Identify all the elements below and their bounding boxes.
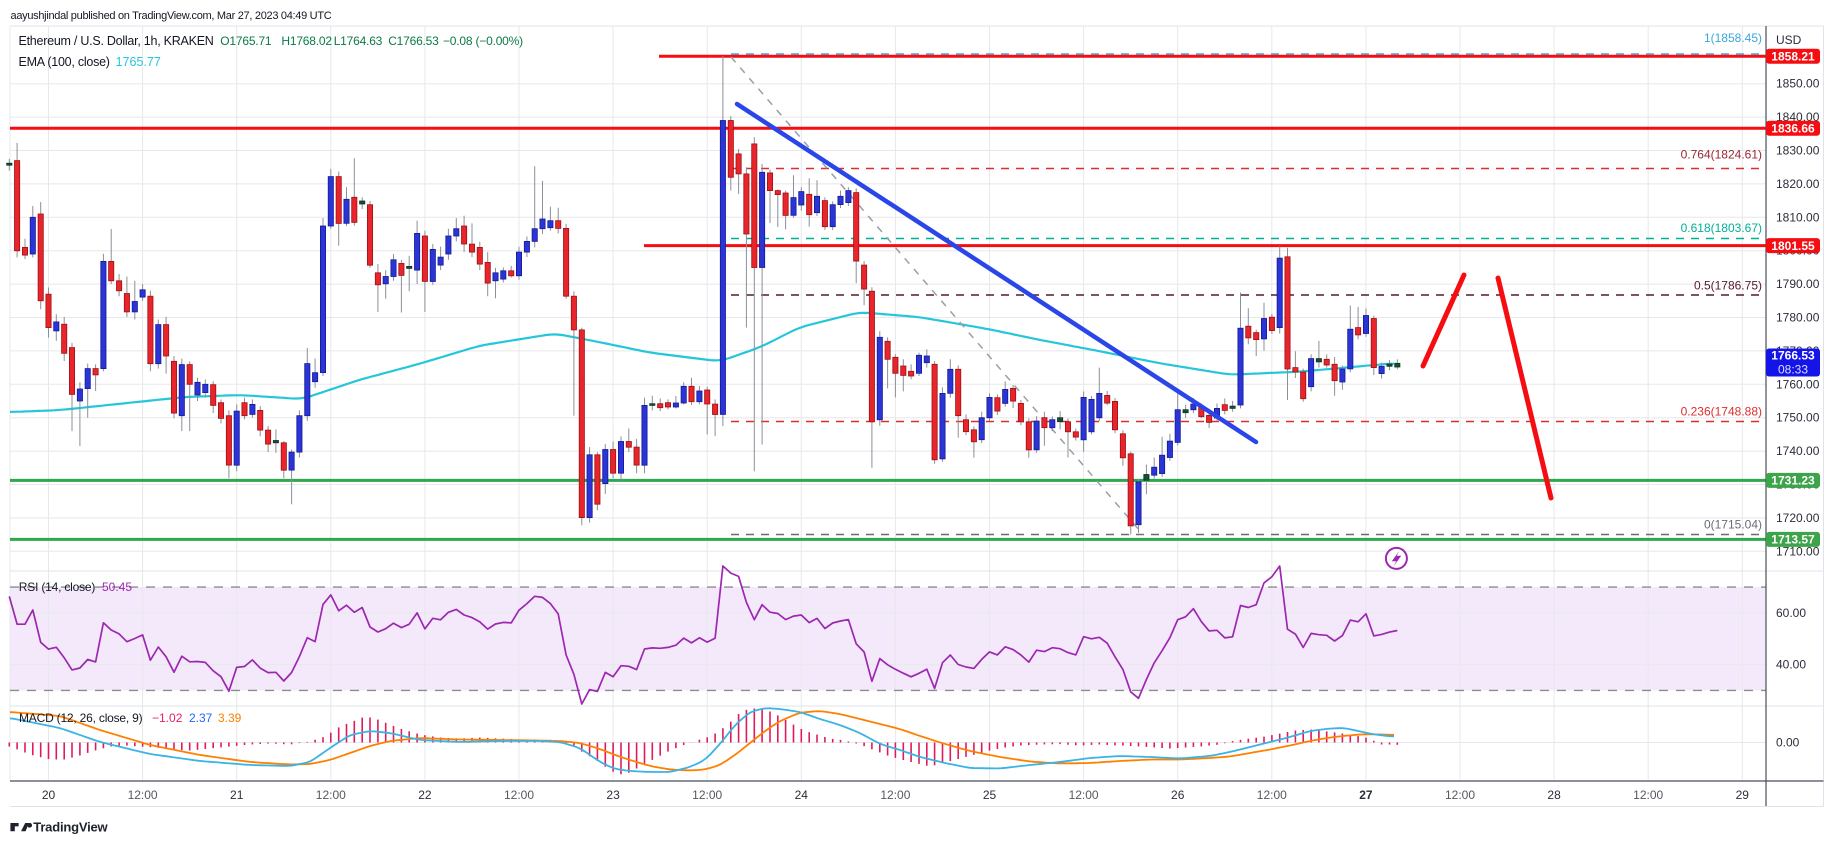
svg-text:0.764(1824.61): 0.764(1824.61) — [1681, 148, 1762, 162]
svg-text:1850.00: 1850.00 — [1776, 77, 1820, 91]
svg-text:12:00: 12:00 — [1633, 788, 1663, 802]
svg-text:1760.00: 1760.00 — [1776, 377, 1820, 391]
svg-text:25: 25 — [983, 788, 997, 802]
svg-text:−0.08 (−0.00%): −0.08 (−0.00%) — [443, 34, 523, 48]
svg-text:TradingView: TradingView — [33, 820, 108, 835]
svg-text:1740.00: 1740.00 — [1776, 444, 1820, 458]
svg-text:27: 27 — [1359, 788, 1373, 802]
svg-text:L1764.63: L1764.63 — [334, 34, 383, 48]
svg-text:1731.23: 1731.23 — [1771, 474, 1815, 488]
svg-text:12:00: 12:00 — [1069, 788, 1099, 802]
svg-text:28: 28 — [1547, 788, 1561, 802]
svg-text:−1.02: −1.02 — [152, 711, 183, 725]
svg-text:Ethereum / U.S. Dollar, 1h, KR: Ethereum / U.S. Dollar, 1h, KRAKEN — [19, 34, 214, 48]
svg-text:50.45: 50.45 — [102, 580, 132, 594]
svg-text:20: 20 — [42, 788, 56, 802]
svg-text:0.618(1803.67): 0.618(1803.67) — [1681, 221, 1762, 235]
svg-text:1713.57: 1713.57 — [1771, 533, 1815, 547]
svg-text:aayushjindal published on Trad: aayushjindal published on TradingView.co… — [11, 10, 332, 22]
svg-text:1858.21: 1858.21 — [1771, 50, 1815, 64]
svg-text:12:00: 12:00 — [1257, 788, 1287, 802]
svg-text:1766.53: 1766.53 — [1771, 349, 1815, 363]
svg-text:0.00: 0.00 — [1776, 736, 1800, 750]
svg-text:1710.00: 1710.00 — [1776, 544, 1820, 558]
svg-text:08:33: 08:33 — [1778, 363, 1808, 377]
svg-text:0.236(1748.88): 0.236(1748.88) — [1681, 405, 1762, 419]
svg-text:1836.66: 1836.66 — [1771, 122, 1815, 136]
svg-text:H1768.02: H1768.02 — [281, 34, 332, 48]
svg-text:29: 29 — [1736, 788, 1750, 802]
svg-text:1790.00: 1790.00 — [1776, 277, 1820, 291]
svg-text:EMA (100, close): EMA (100, close) — [19, 55, 110, 69]
svg-text:40.00: 40.00 — [1776, 658, 1806, 672]
svg-text:1820.00: 1820.00 — [1776, 177, 1820, 191]
svg-text:1750.00: 1750.00 — [1776, 411, 1820, 425]
svg-text:0.5(1786.75): 0.5(1786.75) — [1694, 279, 1762, 293]
svg-text:26: 26 — [1171, 788, 1185, 802]
svg-text:1765.77: 1765.77 — [116, 55, 161, 69]
svg-text:O1765.71: O1765.71 — [220, 34, 272, 48]
svg-text:C1766.53: C1766.53 — [388, 34, 439, 48]
svg-text:23: 23 — [606, 788, 620, 802]
svg-text:1830.00: 1830.00 — [1776, 144, 1820, 158]
svg-text:1720.00: 1720.00 — [1776, 511, 1820, 525]
svg-text:60.00: 60.00 — [1776, 606, 1806, 620]
svg-text:USD: USD — [1776, 33, 1802, 47]
svg-text:12:00: 12:00 — [128, 788, 158, 802]
svg-text:1840.00: 1840.00 — [1776, 110, 1820, 124]
svg-text:21: 21 — [230, 788, 244, 802]
svg-text:12:00: 12:00 — [316, 788, 346, 802]
svg-text:12:00: 12:00 — [692, 788, 722, 802]
svg-text:RSI (14, close): RSI (14, close) — [19, 580, 96, 594]
svg-text:0(1715.04): 0(1715.04) — [1704, 517, 1762, 531]
svg-text:12:00: 12:00 — [504, 788, 534, 802]
svg-text:12:00: 12:00 — [880, 788, 910, 802]
svg-text:MACD (12, 26, close, 9): MACD (12, 26, close, 9) — [19, 711, 143, 725]
svg-text:1810.00: 1810.00 — [1776, 210, 1820, 224]
svg-text:12:00: 12:00 — [1445, 788, 1475, 802]
svg-text:22: 22 — [418, 788, 432, 802]
svg-text:2.37: 2.37 — [189, 711, 213, 725]
svg-text:1801.55: 1801.55 — [1771, 239, 1815, 253]
svg-text:24: 24 — [795, 788, 809, 802]
svg-text:1(1858.45): 1(1858.45) — [1704, 31, 1762, 45]
svg-text:1780.00: 1780.00 — [1776, 311, 1820, 325]
svg-text:3.39: 3.39 — [218, 711, 242, 725]
